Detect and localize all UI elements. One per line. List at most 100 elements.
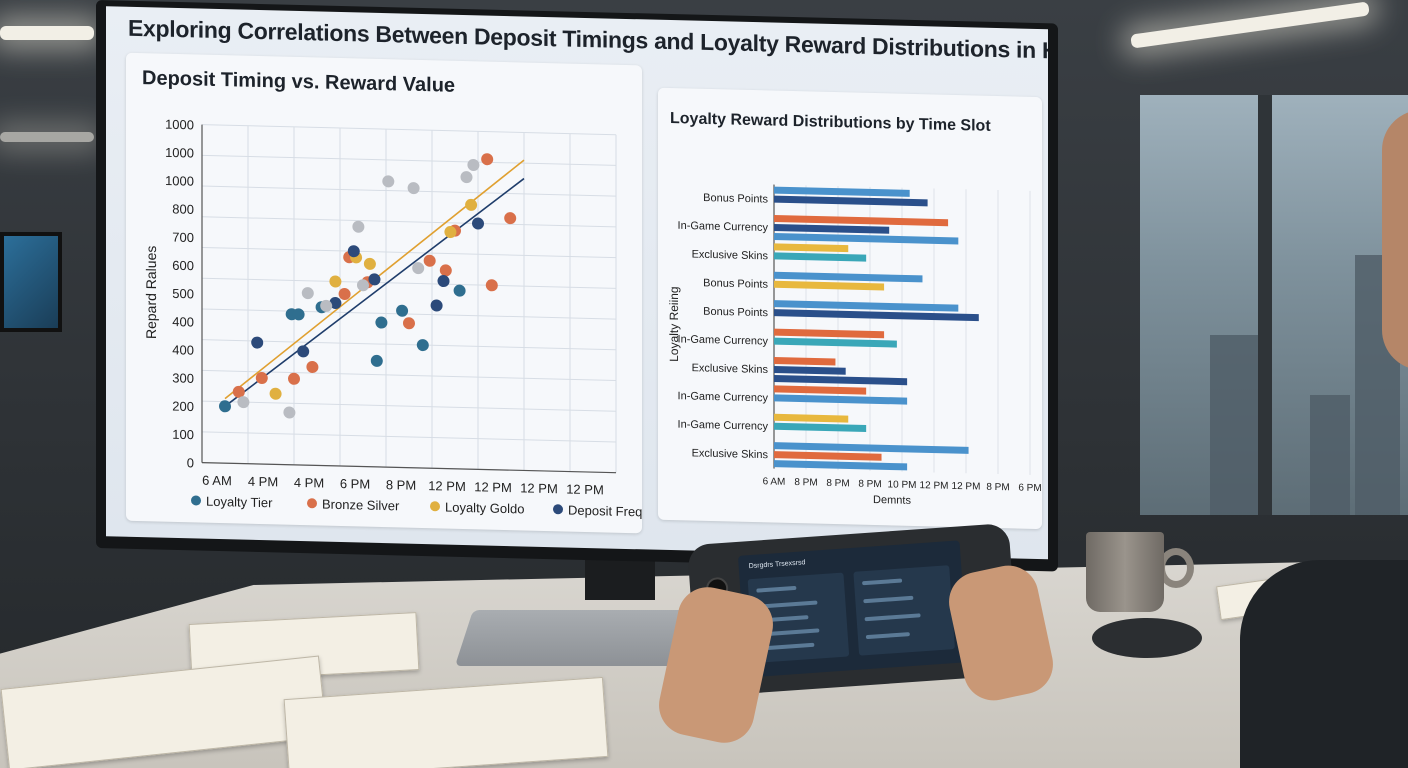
data-point — [251, 336, 264, 349]
x-tick-label: 6 PM — [1018, 483, 1041, 495]
grid-line — [202, 431, 616, 443]
data-point — [232, 385, 245, 398]
data-point — [412, 262, 425, 275]
handheld-card — [853, 565, 955, 656]
y-tick-label: 1000 — [165, 145, 194, 161]
x-tick-label: 6 AM — [202, 473, 232, 489]
person-body — [1240, 560, 1408, 768]
y-axis-label: Loyalty Reiing — [667, 286, 681, 362]
x-tick-label: 8 PM — [826, 478, 849, 490]
data-point — [444, 226, 457, 239]
data-point — [407, 182, 420, 195]
bar — [774, 195, 928, 207]
bar — [774, 280, 885, 291]
bar — [774, 365, 846, 375]
window-mullion — [1258, 95, 1272, 515]
data-point — [288, 372, 300, 385]
y-tick-label: 1000 — [165, 173, 194, 189]
bar — [774, 243, 849, 253]
grid-line — [202, 308, 616, 320]
grid-line — [202, 277, 616, 289]
data-point — [329, 275, 342, 288]
legend-marker — [553, 504, 563, 515]
grid-line — [202, 216, 616, 228]
category-label: Bonus Points — [703, 306, 768, 320]
legend-label: Loyalty Goldo — [445, 500, 524, 517]
person-head — [1382, 110, 1408, 370]
x-axis-label: Demnts — [873, 494, 911, 507]
bar — [774, 271, 923, 283]
data-point — [306, 360, 319, 373]
x-tick-label: 6 PM — [340, 476, 370, 492]
data-point — [460, 171, 473, 184]
grid-line — [202, 124, 616, 136]
bar — [774, 337, 897, 348]
placeholder-line — [863, 595, 914, 604]
data-point — [416, 339, 429, 352]
y-tick-label: 400 — [172, 314, 194, 330]
bar — [774, 300, 959, 312]
data-point — [481, 153, 494, 166]
category-label: Exclusive Skins — [692, 447, 769, 461]
x-tick-label: 12 PM — [474, 479, 512, 495]
bar — [774, 252, 867, 262]
data-point — [255, 372, 268, 385]
data-point — [329, 296, 342, 309]
grid-line — [202, 400, 616, 412]
data-point — [437, 275, 450, 288]
bar — [774, 356, 836, 366]
data-point — [403, 317, 415, 330]
data-point — [292, 308, 305, 321]
bar — [774, 422, 867, 433]
background-monitor — [0, 232, 62, 332]
legend-marker — [191, 495, 201, 506]
dashboard-screen: Exploring Correlations Between Deposit T… — [106, 6, 1048, 560]
data-point — [297, 345, 310, 358]
city-building — [1310, 395, 1350, 515]
office-window — [1140, 95, 1408, 515]
data-point — [472, 217, 484, 230]
x-tick-label: 8 PM — [986, 482, 1009, 494]
coffee-mug — [1086, 532, 1164, 612]
monitor: Exploring Correlations Between Deposit T… — [96, 0, 1058, 572]
y-tick-label: 500 — [172, 286, 194, 302]
y-axis-label: Repard Ralues — [143, 245, 159, 339]
bar — [774, 442, 969, 454]
data-point — [219, 400, 231, 413]
x-tick-label: 12 PM — [428, 478, 466, 494]
bar — [774, 186, 910, 197]
x-tick-label: 8 PM — [858, 479, 881, 491]
x-tick-label: 8 PM — [794, 477, 817, 489]
y-tick-label: 100 — [172, 427, 194, 443]
category-label: Exclusive Skins — [692, 249, 769, 263]
category-label: In-Game Currency — [678, 419, 769, 433]
city-building — [1210, 335, 1260, 515]
handheld-screen: Dsrgdrs Trsexsrsd — [737, 540, 968, 678]
ceiling-light — [0, 132, 94, 142]
bar — [774, 451, 882, 461]
ceiling-light — [0, 26, 94, 40]
bar — [774, 232, 959, 245]
x-tick-label: 12 PM — [566, 481, 604, 497]
data-point — [352, 220, 365, 233]
bar — [774, 214, 949, 227]
data-point — [370, 354, 383, 367]
scatter-chart: 0 100 200 300 400 400 500 600 700 800 1000 1000 1000… — [143, 117, 678, 521]
category-label: Exclusive Skins — [692, 362, 769, 376]
bar — [774, 223, 890, 234]
data-point — [375, 316, 388, 329]
category-label: In-Game Currency — [678, 333, 769, 347]
grid-line — [202, 154, 616, 166]
data-point — [396, 304, 409, 317]
y-tick-label: 0 — [187, 455, 194, 470]
data-point — [357, 279, 369, 292]
legend-marker — [430, 501, 440, 512]
bar — [774, 413, 849, 423]
data-point — [320, 299, 333, 312]
data-point — [363, 257, 376, 270]
data-point — [237, 396, 250, 409]
data-point — [368, 273, 381, 286]
x-tick-label: 8 PM — [386, 477, 416, 493]
scatter-panel: Deposit Timing vs. Reward Value 0 100 200 3… — [126, 52, 678, 534]
data-point — [423, 254, 436, 267]
